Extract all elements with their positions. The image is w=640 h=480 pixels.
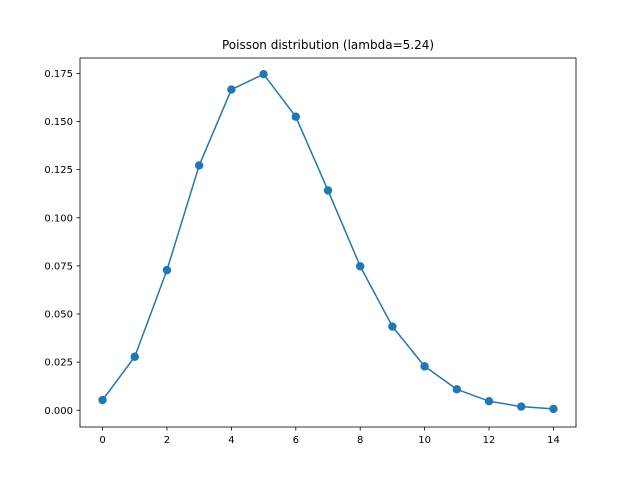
x-axis: 0 2 4 6 8 10 12 14 (99, 427, 560, 446)
x-tick-label: 10 (418, 435, 431, 446)
x-tick-label: 12 (483, 435, 496, 446)
x-tick-label: 2 (164, 435, 170, 446)
data-point (420, 362, 429, 371)
data-point (452, 385, 462, 394)
x-tick-label: 14 (547, 435, 560, 446)
axes-frame (79, 57, 577, 428)
data-point (517, 402, 526, 411)
y-tick-label: 0.075 (44, 261, 73, 272)
data-point (291, 112, 300, 121)
x-tick-label: 0 (99, 435, 105, 446)
y-tick-label: 0.150 (44, 117, 73, 128)
plot-area (98, 69, 558, 414)
x-tick-label: 6 (293, 435, 299, 446)
chart-title: Poisson distribution (lambda=5.24) (222, 38, 434, 52)
x-tick-label: 8 (357, 435, 363, 446)
data-point (484, 397, 494, 406)
data-point (162, 265, 172, 275)
data-point (194, 161, 204, 170)
data-point (227, 85, 236, 94)
data-point (323, 186, 333, 195)
y-tick-label: 0.025 (44, 358, 73, 369)
y-axis: 0.000 0.025 0.050 0.075 0.100 0.125 0.150 0.175 (44, 69, 80, 417)
data-point (98, 395, 107, 405)
data-point (388, 322, 397, 331)
y-tick-label: 0.125 (44, 165, 73, 176)
data-point (356, 262, 365, 271)
data-point (130, 352, 139, 361)
y-tick-label: 0.100 (44, 213, 73, 224)
y-tick-label: 0.175 (44, 69, 73, 80)
data-point (549, 404, 558, 414)
data-point (259, 69, 268, 79)
series-line (101, 73, 554, 410)
y-tick-label: 0.050 (44, 310, 73, 321)
y-tick-label: 0.000 (44, 406, 73, 417)
x-tick-label: 4 (228, 435, 234, 446)
